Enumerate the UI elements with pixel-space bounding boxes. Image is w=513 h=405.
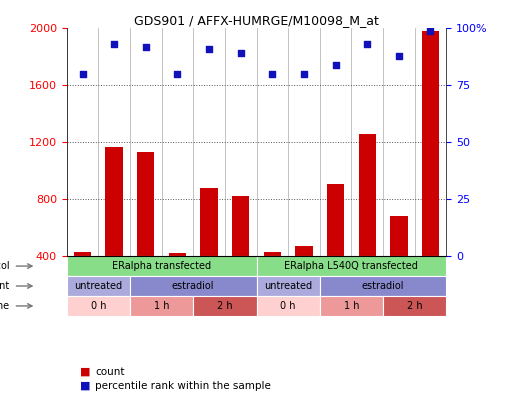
Text: 0 h: 0 h: [91, 301, 106, 311]
Text: 0 h: 0 h: [281, 301, 296, 311]
Text: ■: ■: [80, 367, 90, 377]
Text: untreated: untreated: [264, 281, 312, 291]
Point: [110, 41, 118, 47]
Bar: [256, 256, 446, 276]
Bar: [327, 183, 344, 313]
Text: 1 h: 1 h: [344, 301, 359, 311]
Text: ■: ■: [80, 381, 90, 391]
Point: [394, 52, 403, 59]
Text: 2 h: 2 h: [407, 301, 423, 311]
Bar: [288, 28, 320, 256]
Text: untreated: untreated: [74, 281, 123, 291]
Bar: [295, 246, 312, 313]
Point: [236, 50, 245, 57]
Bar: [67, 256, 256, 276]
Bar: [320, 296, 383, 316]
Bar: [130, 296, 193, 316]
Bar: [232, 196, 249, 313]
Bar: [137, 152, 154, 313]
Text: protocol: protocol: [0, 261, 10, 271]
Point: [173, 70, 182, 77]
Bar: [98, 28, 130, 256]
Bar: [256, 276, 320, 296]
Bar: [130, 276, 256, 296]
Text: 1 h: 1 h: [154, 301, 169, 311]
Bar: [193, 296, 256, 316]
Bar: [256, 28, 288, 256]
Point: [331, 62, 340, 68]
Point: [78, 70, 87, 77]
Point: [300, 70, 308, 77]
Bar: [264, 252, 281, 313]
Bar: [225, 28, 256, 256]
Bar: [169, 253, 186, 313]
Bar: [256, 296, 320, 316]
Text: time: time: [0, 301, 10, 311]
Bar: [67, 296, 130, 316]
Point: [142, 43, 150, 50]
Bar: [74, 252, 91, 313]
Point: [363, 41, 371, 47]
Bar: [390, 216, 407, 313]
Text: percentile rank within the sample: percentile rank within the sample: [95, 381, 271, 391]
Point: [268, 70, 277, 77]
Text: 2 h: 2 h: [217, 301, 233, 311]
Text: estradiol: estradiol: [172, 281, 214, 291]
Bar: [351, 28, 383, 256]
Title: GDS901 / AFFX-HUMRGE/M10098_M_at: GDS901 / AFFX-HUMRGE/M10098_M_at: [134, 14, 379, 27]
Bar: [130, 28, 162, 256]
Point: [426, 28, 435, 34]
Bar: [201, 188, 218, 313]
Bar: [320, 276, 446, 296]
Bar: [193, 28, 225, 256]
Text: estradiol: estradiol: [362, 281, 404, 291]
Bar: [383, 28, 415, 256]
Bar: [162, 28, 193, 256]
Text: agent: agent: [0, 281, 10, 291]
Bar: [320, 28, 351, 256]
Bar: [67, 276, 130, 296]
Text: count: count: [95, 367, 125, 377]
Bar: [106, 147, 123, 313]
Point: [205, 46, 213, 52]
Bar: [67, 28, 98, 256]
Bar: [422, 31, 439, 313]
Text: ERalpha L540Q transfected: ERalpha L540Q transfected: [285, 261, 418, 271]
Text: ERalpha transfected: ERalpha transfected: [112, 261, 211, 271]
Bar: [359, 134, 376, 313]
Bar: [415, 28, 446, 256]
Bar: [383, 296, 446, 316]
